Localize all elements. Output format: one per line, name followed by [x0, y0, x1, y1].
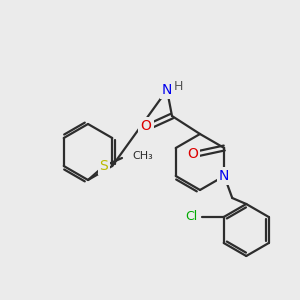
Text: O: O [187, 147, 198, 161]
Text: N: N [219, 169, 230, 183]
Text: H: H [173, 80, 183, 92]
Text: N: N [162, 83, 172, 97]
Text: S: S [100, 159, 108, 173]
Text: CH₃: CH₃ [132, 151, 153, 161]
Text: O: O [141, 119, 152, 133]
Text: Cl: Cl [186, 211, 198, 224]
